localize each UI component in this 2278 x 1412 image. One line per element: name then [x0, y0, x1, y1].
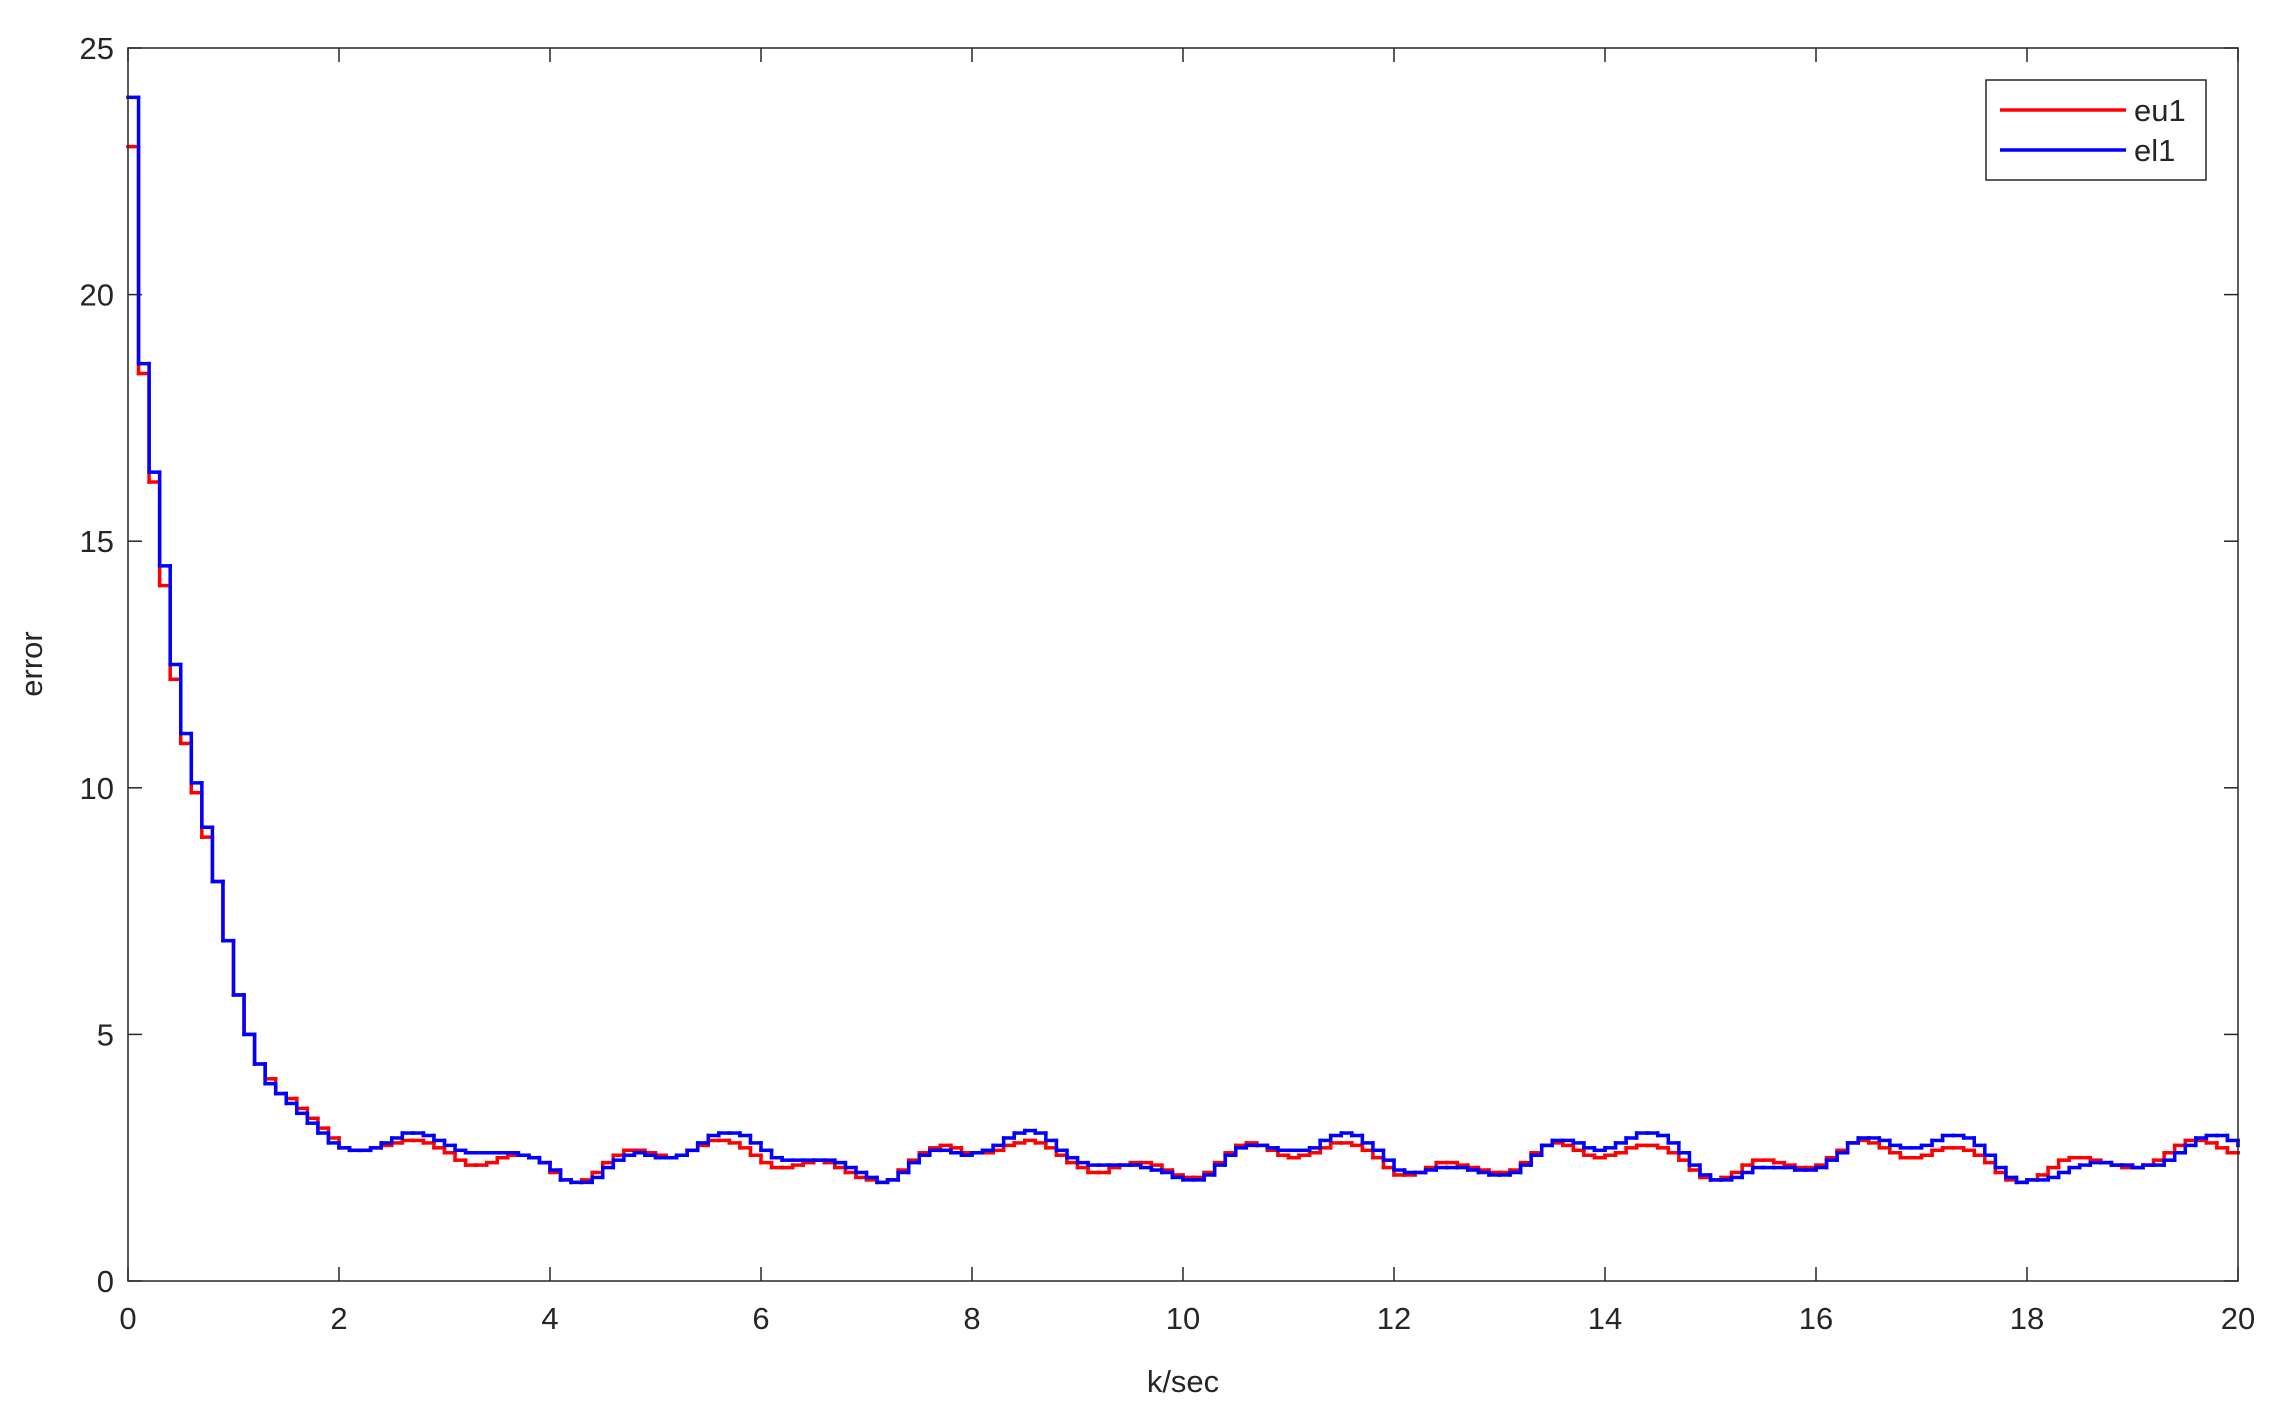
x-tick-label: 0	[119, 1301, 136, 1336]
plot-area	[126, 95, 2240, 1185]
y-tick-label: 20	[80, 278, 114, 313]
y-tick-label: 10	[80, 771, 114, 806]
x-tick-label: 6	[752, 1301, 769, 1336]
legend-label: eu1	[2134, 93, 2186, 128]
y-tick-label: 0	[97, 1264, 114, 1299]
x-axis-label: k/sec	[1147, 1364, 1219, 1399]
x-tick-label: 4	[541, 1301, 558, 1336]
y-tick-label: 25	[80, 31, 114, 66]
y-tick-label: 5	[97, 1017, 114, 1052]
y-axis-label: error	[14, 631, 49, 696]
series-1	[126, 95, 2240, 1185]
x-tick-label: 16	[1799, 1301, 1833, 1336]
x-tick-label: 2	[330, 1301, 347, 1336]
y-tick-label: 15	[80, 524, 114, 559]
x-tick-label: 18	[2010, 1301, 2044, 1336]
legend-box	[1985, 79, 2207, 181]
x-tick-label: 10	[1166, 1301, 1200, 1336]
legend-label: el1	[2134, 133, 2175, 168]
x-tick-label: 12	[1377, 1301, 1411, 1336]
x-tick-label: 14	[1588, 1301, 1622, 1336]
x-tick-label: 20	[2221, 1301, 2255, 1336]
x-tick-label: 8	[963, 1301, 980, 1336]
